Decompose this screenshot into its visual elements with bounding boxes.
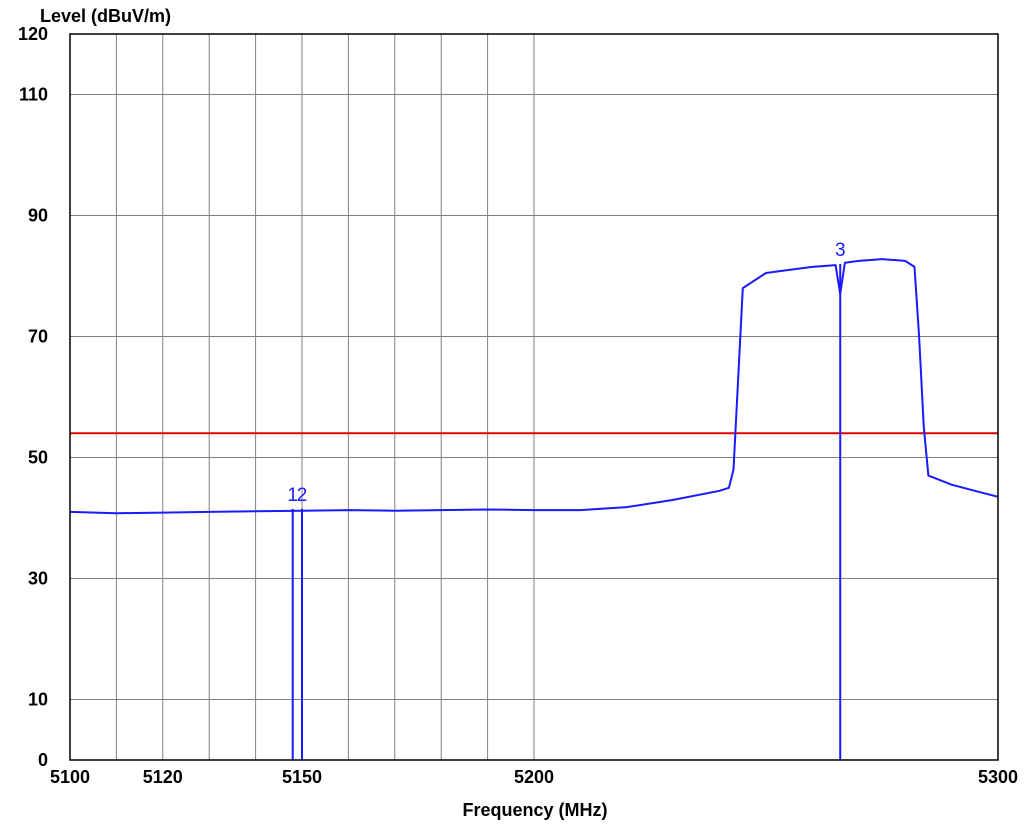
- x-tick-label: 5200: [514, 767, 554, 787]
- y-tick-label: 0: [38, 750, 48, 770]
- x-axis-title: Frequency (MHz): [462, 800, 607, 820]
- y-tick-label: 10: [28, 690, 48, 710]
- x-tick-label: 5120: [143, 767, 183, 787]
- marker-layer: 12 3: [287, 240, 846, 760]
- marker-label: 2: [297, 485, 308, 506]
- x-tick-label: 5150: [282, 767, 322, 787]
- marker-label: 3: [835, 240, 846, 261]
- y-tick-label: 120: [18, 24, 48, 44]
- y-tick-label: 90: [28, 206, 48, 226]
- series-line: [69, 258, 999, 515]
- series-layer: [69, 258, 999, 515]
- y-tick-label: 70: [28, 327, 48, 347]
- marker-label: 1: [287, 485, 298, 506]
- x-tick-label: 5300: [978, 767, 1018, 787]
- y-tick-label: 110: [19, 85, 48, 105]
- y-tick-label: 30: [28, 569, 48, 589]
- y-axis-title: Level (dBuV/m): [40, 6, 171, 26]
- y-tick-label: 50: [28, 448, 48, 468]
- x-tick-label: 5100: [50, 767, 90, 787]
- plot-frame: [69, 33, 999, 761]
- tick-label-layer: 5100 5120 5150 5200 5300 0 10 30 50 70 90 110 120: [18, 24, 1018, 787]
